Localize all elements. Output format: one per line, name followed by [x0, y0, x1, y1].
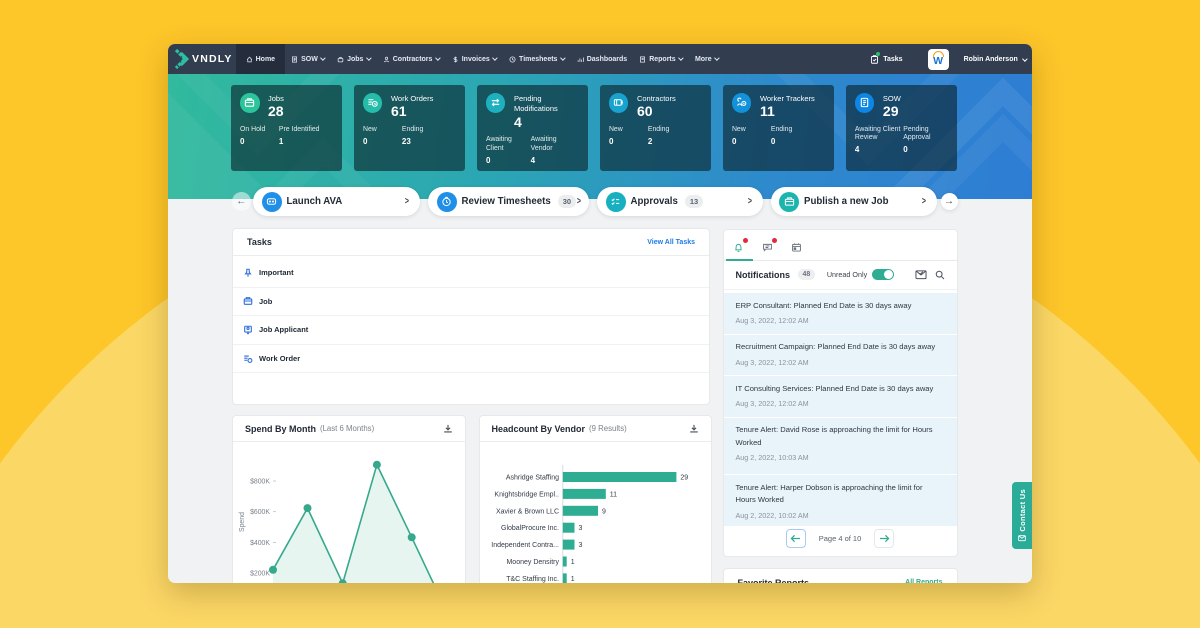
- svg-text:GlobalProcure Inc.: GlobalProcure Inc.: [501, 525, 559, 532]
- svg-text:1: 1: [570, 576, 574, 583]
- svg-text:Knightsbridge Empl..: Knightsbridge Empl..: [494, 491, 559, 498]
- svg-text:Xavier & Brown LLC: Xavier & Brown LLC: [495, 508, 558, 515]
- svg-text:$400K: $400K: [250, 540, 270, 547]
- svg-text:Independent Contra...: Independent Contra...: [491, 542, 559, 549]
- svg-text:$800K: $800K: [250, 478, 270, 485]
- svg-text:Spend: Spend: [239, 512, 246, 532]
- svg-text:Mooney Densitry: Mooney Densitry: [506, 559, 559, 566]
- svg-text:1: 1: [570, 559, 574, 566]
- svg-text:29: 29: [680, 475, 688, 482]
- svg-text:9: 9: [602, 508, 606, 515]
- svg-text:$600K: $600K: [250, 509, 270, 516]
- svg-text:3: 3: [578, 542, 582, 549]
- svg-text:Ashridge Staffing: Ashridge Staffing: [505, 475, 558, 482]
- svg-text:11: 11: [609, 491, 616, 498]
- svg-text:T&C Staffing Inc.: T&C Staffing Inc.: [506, 576, 559, 583]
- svg-text:3: 3: [578, 525, 582, 532]
- svg-text:$200K: $200K: [250, 570, 270, 577]
